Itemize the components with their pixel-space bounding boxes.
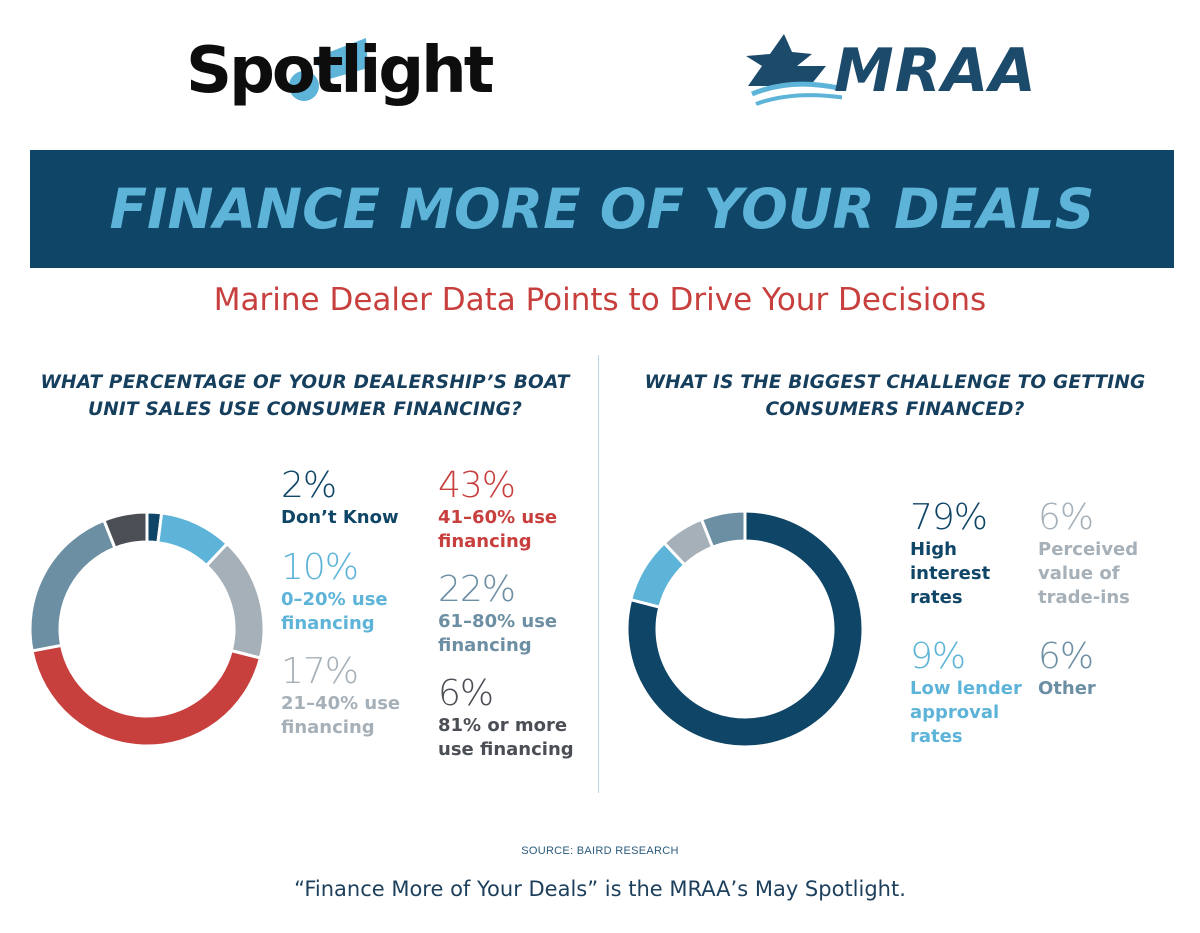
legend-pct: 9%: [910, 636, 966, 677]
legend-item-61-80: 22% 61–80% use financing: [438, 570, 618, 658]
donut-slice-4: [28, 518, 117, 653]
legend-item-81-more: 6% 81% or more use financing: [438, 674, 618, 762]
source-note: SOURCE: BAIRD RESEARCH: [521, 845, 679, 857]
donut-slice-3: [699, 509, 747, 550]
spotlight-logo: Spotlight: [186, 28, 526, 114]
legend-item-21-40: 17% 21–40% use financing: [281, 652, 461, 740]
legend-item-0-20: 10% 0–20% use financing: [281, 548, 461, 636]
donut-chart-financing-challenges: [625, 509, 865, 749]
legend-label: 41–60% use financing: [438, 507, 558, 552]
mraa-logo: MRAA: [742, 30, 1036, 110]
legend-label: 61–80% use financing: [438, 611, 558, 656]
legend-pct: 10%: [281, 547, 359, 588]
legend-label: 81% or more use financing: [438, 715, 574, 760]
spotlight-beam-icon: [289, 38, 368, 101]
legend-pct: 17%: [281, 651, 359, 692]
chart2-title: WHAT IS THE BIGGEST CHALLENGE TO GETTING…: [644, 372, 1146, 420]
footer-text: “Finance More of Your Deals” is the MRAA…: [294, 877, 906, 901]
subtitle: Marine Dealer Data Points to Drive Your …: [213, 282, 987, 318]
title-banner: FINANCE MORE OF YOUR DEALS: [30, 150, 1174, 268]
donut-slice-5: [101, 510, 149, 551]
donut-slice-3: [30, 643, 263, 748]
legend-pct: 6%: [1038, 636, 1094, 677]
column-divider: [598, 355, 599, 793]
legend-label: Other: [1038, 678, 1096, 699]
legend-label: 0–20% use financing: [281, 589, 388, 634]
legend-pct: 6%: [1038, 497, 1094, 538]
legend-label: 21–40% use financing: [281, 693, 401, 738]
legend-label: Don’t Know: [281, 507, 399, 528]
legend-label: Perceived value of trade-ins: [1038, 539, 1139, 608]
spotlight-wordmark: Spotlight: [186, 34, 494, 108]
donut-slice-0: [625, 509, 865, 749]
legend-item-41-60: 43% 41–60% use financing: [438, 466, 618, 554]
legend-item-other: 6% Other: [1038, 637, 1200, 701]
banner-title: FINANCE MORE OF YOUR DEALS: [109, 177, 1095, 241]
donut-chart-financing-usage: [28, 510, 266, 748]
legend-pct: 43%: [438, 465, 516, 506]
legend-item-dont-know: 2% Don’t Know: [281, 466, 461, 530]
legend-label: Low lender approval rates: [910, 678, 1022, 747]
legend-pct: 2%: [281, 465, 337, 506]
mraa-star-boat-icon: [746, 34, 842, 106]
donut-slice-2: [204, 541, 266, 660]
legend-pct: 22%: [438, 569, 516, 610]
chart1-title: WHAT PERCENTAGE OF YOUR DEALERSHIP’S BOA…: [40, 372, 570, 420]
legend-pct: 79%: [910, 497, 988, 538]
legend-label: High interest rates: [910, 539, 991, 608]
legend-item-low-approval: 9% Low lender approval rates: [910, 637, 1090, 749]
legend-item-trade-ins: 6% Perceived value of trade-ins: [1038, 498, 1200, 610]
mraa-wordmark: MRAA: [834, 36, 1037, 106]
legend-pct: 6%: [438, 673, 494, 714]
legend-item-high-interest: 79% High interest rates: [910, 498, 1090, 610]
